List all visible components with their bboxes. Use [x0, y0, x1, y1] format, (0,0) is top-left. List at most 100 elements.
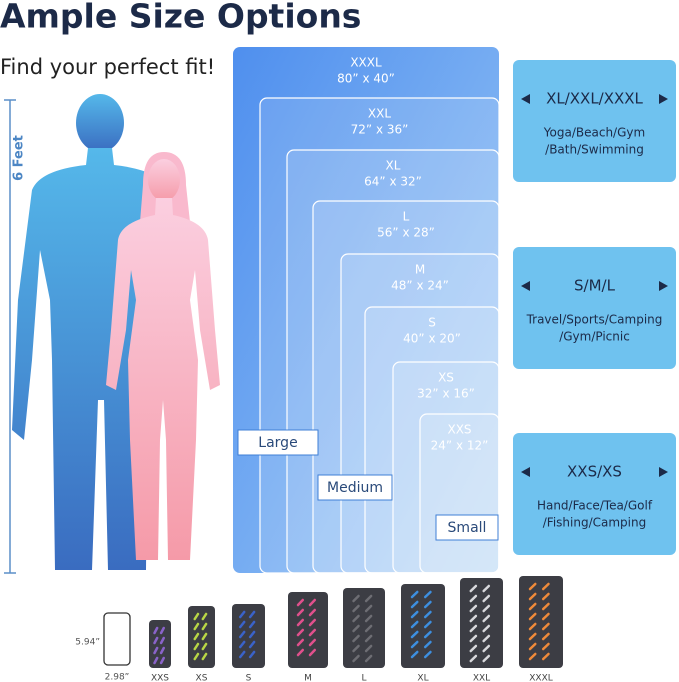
pouch-stripe — [528, 652, 550, 661]
pouch — [288, 592, 328, 668]
pouch-stripe — [352, 624, 373, 633]
pouch-stripe — [528, 582, 550, 591]
pouch-stripe — [469, 614, 491, 623]
towel-dims: 80” x 40” — [337, 72, 395, 86]
towel-size: XXXL — [350, 56, 382, 70]
group-label: Small — [448, 520, 487, 536]
group-label: Medium — [327, 480, 383, 496]
group-box — [317, 474, 393, 501]
towel-dims: 40” x 20” — [403, 332, 461, 346]
pouch-stripe — [296, 598, 317, 607]
towel-size: XL — [386, 159, 401, 173]
arrow-left — [521, 94, 530, 104]
pouch-stripe — [469, 604, 491, 613]
pouch-stripe — [410, 640, 432, 649]
arrow-left — [521, 281, 530, 291]
panel — [513, 433, 676, 555]
pouch-size: XXS — [151, 674, 169, 682]
towel-dims: 32” x 16” — [417, 387, 475, 401]
group-labels: Large Medium Small — [237, 429, 499, 541]
pouch-stripe — [352, 594, 373, 603]
pouch-stripe — [528, 612, 550, 621]
pouch — [188, 606, 215, 668]
arrow-right — [659, 94, 668, 104]
pouch-stripe — [352, 634, 373, 643]
pouch-size: M — [304, 674, 312, 682]
pouch-stripe — [193, 612, 208, 621]
woman-silhouette — [106, 198, 220, 560]
pouch-stripe — [469, 654, 491, 663]
pouch-stripe — [469, 584, 491, 593]
pouch-stripe — [469, 644, 491, 653]
towel-size: XS — [438, 371, 454, 385]
pouches: XXS XS S M L XL XXL XXXL — [149, 576, 563, 682]
pouch — [343, 588, 385, 668]
pouch-stripe — [410, 630, 432, 639]
pouch-size: XL — [417, 674, 428, 682]
pouch-stripe — [239, 650, 256, 659]
arrow-left — [521, 467, 530, 477]
pouch-stripe — [352, 654, 373, 663]
pouch-stripe — [410, 600, 432, 609]
pouch-stripe — [193, 622, 208, 631]
towel-stack: XXXL 80” x 40” XXL 72” x 36” XL 64” x 32” L 56”… — [233, 47, 500, 574]
pouch-size: L — [361, 674, 366, 682]
pouch-stripe — [528, 602, 550, 611]
panel-uses: Hand/Face/Tea/Golf — [537, 499, 653, 513]
group-box — [237, 429, 319, 456]
subtitle: Find your perfect fit! — [0, 55, 215, 79]
pouch-stripe — [469, 624, 491, 633]
pouch-stripe — [296, 648, 317, 657]
pouch — [519, 576, 563, 668]
pouch-stripe — [528, 642, 550, 651]
pouch-stripe — [193, 642, 208, 651]
panel-sizes: XXS/XS — [567, 463, 622, 481]
pouch-stripe — [153, 636, 165, 645]
panel-uses: /Bath/Swimming — [545, 143, 644, 157]
phone-height: 5.94” — [75, 638, 100, 648]
panel-uses: /Fishing/Camping — [543, 516, 646, 530]
pouch-stripe — [239, 610, 256, 619]
towel-size: M — [415, 263, 425, 277]
pouch-stripe — [153, 646, 165, 655]
pouch — [460, 578, 503, 668]
pouch-size: XXL — [473, 674, 490, 682]
pouch-stripe — [528, 592, 550, 601]
towel-size: L — [403, 210, 410, 224]
panel-uses: Travel/Sports/Camping — [526, 313, 663, 327]
title: Ample Size Options — [0, 0, 361, 36]
towel-size: XXL — [368, 107, 391, 121]
towel-dims: 72” x 36” — [351, 123, 409, 137]
pouch-stripe — [410, 620, 432, 629]
height-label: 6 Feet — [12, 135, 27, 181]
pouch-stripe — [528, 632, 550, 641]
towel-size: XXS — [447, 423, 471, 437]
pouch-stripe — [352, 614, 373, 623]
pouch-size: S — [246, 674, 252, 682]
towel-size: S — [428, 316, 436, 330]
pouch-stripe — [193, 652, 208, 661]
woman-head — [148, 159, 180, 201]
pouch-stripe — [296, 628, 317, 637]
group-box — [435, 514, 499, 541]
man-head — [76, 94, 124, 152]
pouch-stripe — [410, 610, 432, 619]
towel-dims: 64” x 32” — [364, 175, 422, 189]
panel-uses: Yoga/Beach/Gym — [543, 126, 645, 140]
pouch-size: XS — [196, 674, 208, 682]
arrow-right — [659, 467, 668, 477]
panel — [513, 60, 676, 182]
pouch-stripe — [352, 604, 373, 613]
pouch-stripe — [239, 620, 256, 629]
pouch-stripe — [528, 622, 550, 631]
towel-dims: 24” x 12” — [431, 439, 489, 453]
pouch-stripe — [239, 640, 256, 649]
pouch-stripe — [239, 630, 256, 639]
pouch — [232, 604, 265, 668]
phone — [103, 612, 131, 666]
pouch-stripe — [410, 590, 432, 599]
arrow-right — [659, 281, 668, 291]
pouch-stripe — [352, 644, 373, 653]
